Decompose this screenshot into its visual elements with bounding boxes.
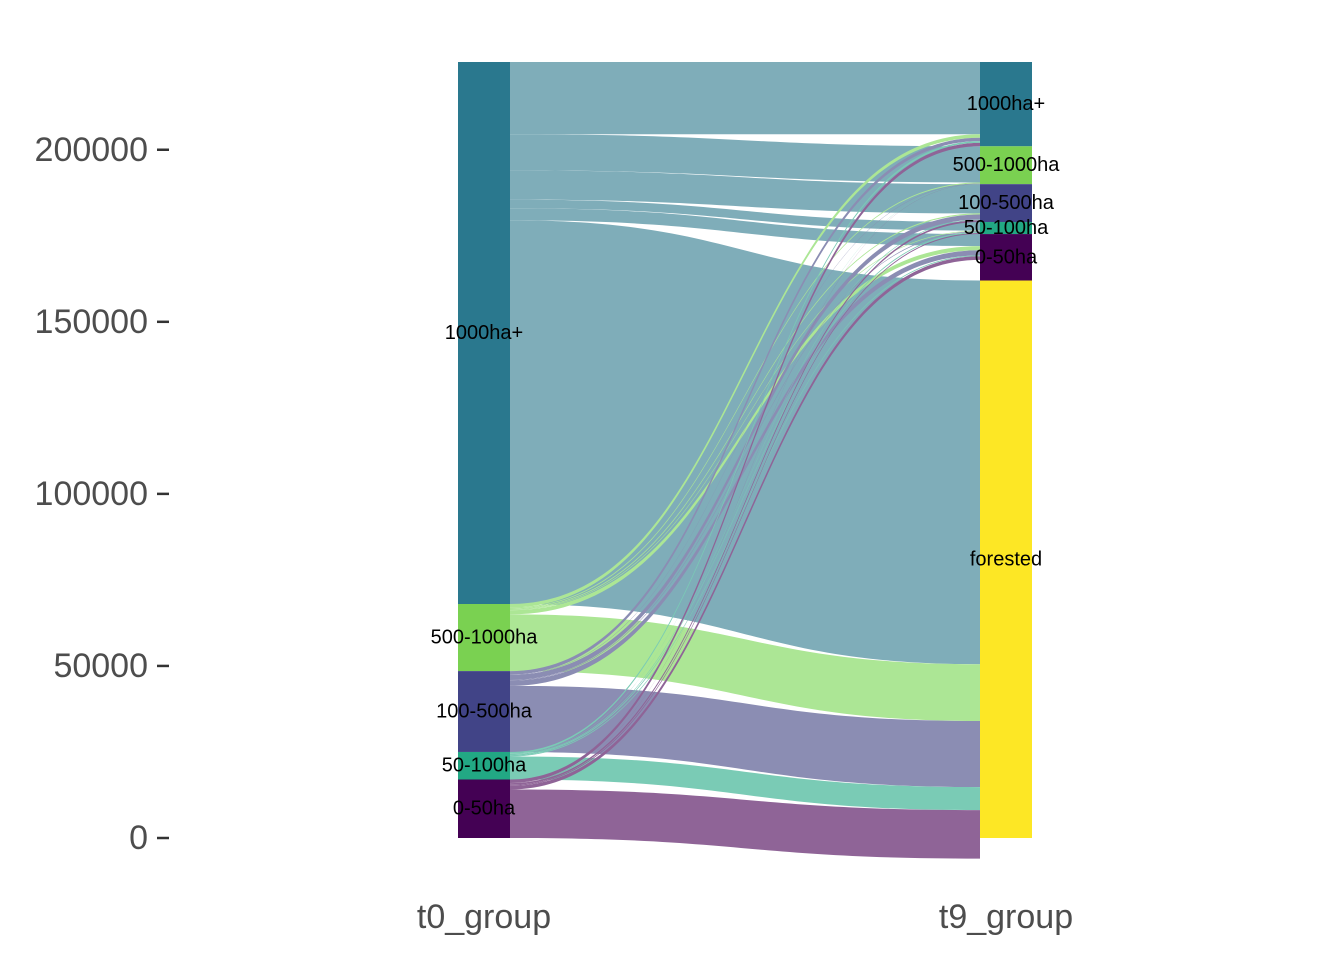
stratum-label-t9-group-0-50ha: 0-50ha [975,246,1038,268]
stratum-label-t9-group-500-1000ha: 500-1000ha [953,154,1061,176]
flow-500-1000ha-to-0-50ha [510,246,980,615]
stratum-label-t0-group-100-500ha: 100-500ha [436,701,533,723]
flow-50-100ha-to-500-1000ha [510,183,980,754]
x-axis-label-t9-group: t9_group [939,898,1073,936]
stratum-label-t0-group-0-50ha: 0-50ha [453,798,516,820]
flow-0-50ha-to-50-100ha [510,233,980,786]
stratum-t0-group-1000ha [458,62,510,604]
flows-layer [510,62,980,859]
flow-0-50ha-to-forested [510,789,980,859]
flow-500-1000ha-to-500-1000ha [510,182,980,609]
x-axis: t0_group t9_group [417,898,1073,936]
flow-500-1000ha-to-100-500ha [510,213,980,610]
flow-500-1000ha-to-1000ha [510,134,980,608]
flow-100-500ha-to-1000ha [510,137,980,675]
stratum-t9-group-100-500ha [980,184,1032,223]
y-tick-label: 100000 [35,475,148,513]
stratum-t9-group-500-1000ha [980,146,1032,185]
stratum-label-t0-group-50-100ha: 50-100ha [442,755,527,777]
flow-0-50ha-to-1000ha [510,142,980,783]
y-axis: 0 50000 100000 150000 200000 [35,131,169,857]
stratum-t0-group-0-50ha [458,779,510,838]
flow-50-100ha-to-0-50ha [510,255,980,757]
flow-50-100ha-to-100-500ha [510,219,980,755]
flow-50-100ha-to-50-100ha [510,231,980,756]
x-axis-label-t0-group: t0_group [417,898,551,936]
flow-1000ha-to-forested [510,220,980,665]
stratum-label-t0-group-500-1000ha: 500-1000ha [431,627,539,649]
flow-50-100ha-to-1000ha [510,141,980,754]
flow-1000ha-to-500-1000ha [510,134,980,183]
stratum-t0-group-500-1000ha [458,603,510,672]
flow-1000ha-to-100-500ha [510,170,980,214]
stratum-label-t0-group-1000ha: 1000ha+ [445,322,523,344]
stratum-label-t9-group-50-100ha: 50-100ha [964,217,1049,239]
flow-100-500ha-to-500-1000ha [510,183,980,675]
y-tick-label: 0 [129,819,148,857]
y-tick-label: 200000 [35,131,148,169]
stratum-label-t9-group-100-500ha: 100-500ha [958,192,1055,214]
stratum-t9-group-50-100ha [980,222,1032,235]
y-tick-label: 150000 [35,303,148,341]
flow-1000ha-to-0-50ha [510,208,980,247]
strata-layer: 1000ha+ 500-1000ha 100-500ha 50-100ha 0-50ha… [431,62,1061,838]
stratum-t9-group-1000ha [980,62,1032,147]
flow-100-500ha-to-50-100ha [510,231,980,681]
flow-1000ha-to-1000ha [510,62,980,135]
flow-0-50ha-to-0-50ha [510,256,980,790]
flow-50-100ha-to-forested [510,756,980,811]
stratum-t9-group-forested [980,280,1032,838]
flow-100-500ha-to-0-50ha [510,250,980,686]
stratum-t0-group-50-100ha [458,751,510,780]
flow-1000ha-to-50-100ha [510,199,980,231]
stratum-t9-group-0-50ha [980,234,1032,281]
flow-0-50ha-to-100-500ha [510,220,980,785]
flow-500-1000ha-to-50-100ha [510,230,980,611]
flow-100-500ha-to-forested [510,685,980,788]
y-tick-label: 50000 [53,647,148,685]
flow-500-1000ha-to-forested [510,614,980,721]
stratum-label-t9-group-forested: forested [970,548,1042,570]
stratum-t0-group-100-500ha [458,671,510,752]
stratum-label-t9-group-1000ha: 1000ha+ [967,93,1045,115]
flow-0-50ha-to-500-1000ha [510,183,980,784]
